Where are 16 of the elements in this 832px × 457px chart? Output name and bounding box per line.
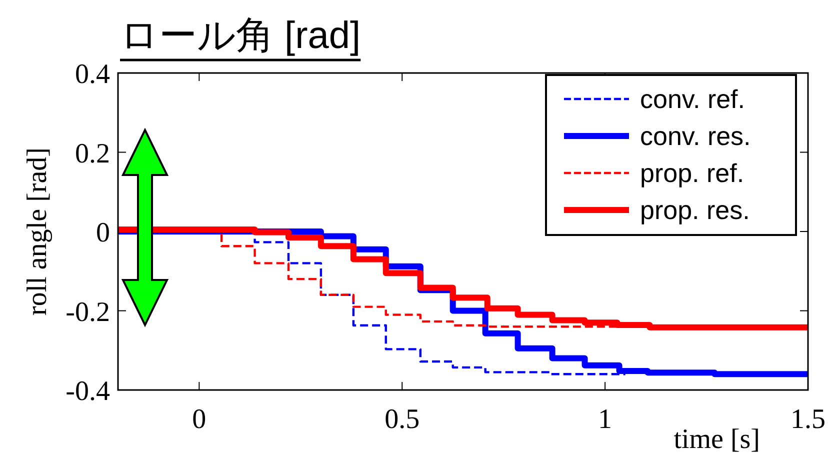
y-tick-label: 0.2: [75, 138, 110, 170]
x-tick-label: 0: [192, 404, 206, 435]
legend-label: conv. res.: [640, 121, 751, 151]
x-tick-label: 1.5: [790, 404, 826, 435]
x-tick-label: 0.5: [384, 404, 420, 435]
legend-label: prop. res.: [640, 195, 750, 225]
x-tick-label: 1: [598, 404, 612, 435]
legend-label: prop. ref.: [640, 158, 744, 188]
chart-title: ロール角 [rad]: [120, 15, 361, 57]
y-tick-label: -0.4: [66, 376, 110, 407]
legend-label: conv. ref.: [640, 84, 746, 114]
y-axis-title: roll angle [rad]: [22, 148, 53, 316]
y-tick-label: -0.2: [66, 296, 110, 328]
y-tick-label: 0.4: [75, 59, 110, 90]
x-axis-title: time [s]: [674, 424, 760, 455]
y-tick-label: 0: [96, 218, 110, 248]
